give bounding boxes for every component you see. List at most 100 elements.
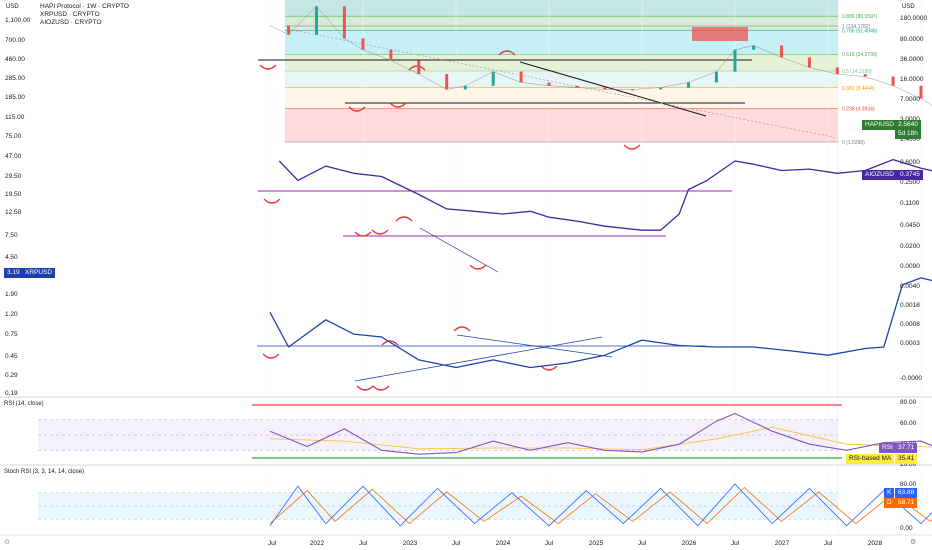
left-axis-tick: 19.50 (5, 191, 22, 198)
pivot-marker (262, 353, 280, 359)
right-axis-tick: 36.0000 (900, 56, 924, 63)
hapi-price-tag: 2.5640 (895, 120, 921, 130)
left-scale-currency: USD (6, 4, 19, 10)
hapi-candle (835, 67, 839, 75)
hapi-candle (445, 74, 449, 90)
time-axis-tick: Jul (824, 540, 833, 547)
rsi-line (269, 412, 932, 455)
right-axis-tick: 1.4000 (900, 136, 920, 143)
left-axis-tick: 4.50 (5, 254, 18, 261)
pivot-marker (372, 385, 390, 391)
rsi-value-tag: 37.71 (895, 443, 918, 453)
hapi-candle (714, 71, 718, 83)
compare-symbol-xrp[interactable]: XRPUSD · CRYPTO (40, 11, 100, 18)
left-axis-tick: 1,100.00 (5, 17, 31, 24)
compare-symbol-aioz[interactable]: AIOZUSD · CRYPTO (40, 19, 102, 26)
time-axis-tick: 2024 (496, 540, 511, 547)
bar-countdown: 5d 18h (895, 129, 921, 139)
pivot-marker (381, 340, 399, 346)
long-trend-line (291, 29, 839, 139)
pivot-marker (395, 216, 413, 222)
hapi-candle (752, 45, 756, 50)
timezone-icon[interactable]: ⊙ (4, 539, 10, 546)
pivot-marker (259, 64, 277, 70)
right-axis-tick: 16.0000 (900, 76, 924, 83)
fib-zone-band (284, 0, 838, 17)
stoch-rsi-pane[interactable] (38, 483, 932, 527)
hapi-candle (491, 71, 495, 86)
time-axis-tick: 2025 (589, 540, 604, 547)
rsi-pane[interactable] (38, 412, 932, 457)
settings-gear-icon[interactable]: ⚙ (910, 539, 917, 546)
pivot-marker (354, 231, 372, 237)
xrp-downtrend-line (456, 334, 613, 358)
fib-level-label: 0.886 (80.5597) (842, 14, 878, 20)
right-axis-tick: -0.0000 (900, 375, 922, 382)
time-axis-tick: Jul (545, 540, 554, 547)
pivot-marker (389, 102, 407, 108)
left-axis-tick: 1.90 (5, 291, 18, 298)
symbol-title[interactable]: HAPI Protocol · 1W · CRYPTO (40, 3, 129, 10)
time-axis-tick: 2022 (310, 540, 325, 547)
target-box (692, 27, 748, 41)
trend-drawings[interactable] (252, 27, 842, 459)
time-axis-tick: 2026 (682, 540, 697, 547)
left-axis-tick: 115.00 (5, 114, 25, 121)
hapi-candle (603, 87, 607, 90)
time-axis-tick: Jul (731, 540, 740, 547)
pivot-marker (408, 65, 426, 71)
pivot-marker (469, 264, 487, 270)
fib-level-label: 0.382 (8.4444) (842, 86, 875, 92)
aioz-downtrend-line (419, 227, 499, 273)
right-axis-tick: 3.0000 (900, 116, 920, 123)
right-axis-tick: 180.0000 (900, 15, 927, 22)
pivot-marker (453, 326, 471, 332)
xrp-uptrend-line (354, 336, 603, 382)
hapi-candle (315, 6, 318, 35)
right-axis-tick: 0.1100 (900, 200, 920, 207)
hapi-candle (863, 74, 867, 77)
stoch-d-label: D (884, 498, 895, 508)
fib-level-label: 0.786 (51.4948) (842, 28, 878, 34)
left-axis-tick: 700.00 (5, 37, 25, 44)
hapi-price-line (269, 6, 932, 106)
hapi-candle (547, 82, 551, 86)
rsi-ma-value-tag: 35.41 (895, 454, 918, 464)
left-axis-tick: 185.00 (5, 94, 25, 101)
hapi-symbol-tag[interactable]: HAPIUSD (862, 120, 897, 130)
left-axis-tick: 0.19 (5, 390, 18, 397)
aioz-line (278, 158, 932, 231)
fib-level-label: 0.618 (24.2799) (842, 52, 878, 58)
rsi-title[interactable]: RSI (14, close) (4, 401, 44, 407)
hapi-candle (807, 57, 811, 68)
hapi-candle (342, 6, 346, 39)
right-axis-tick: 0.0090 (900, 263, 920, 270)
pivot-marker (498, 50, 516, 56)
hapi-candle (287, 25, 291, 35)
hapi-candle (659, 87, 663, 90)
stoch-title[interactable]: Stoch RSI (3, 3, 14, 14, close) (4, 469, 85, 475)
xrp-line (269, 277, 932, 369)
hapi-candle (519, 71, 523, 83)
aioz-symbol-tag[interactable]: AIOZUSD (862, 170, 897, 180)
hapi-candle (417, 60, 421, 75)
xrp-price-tag: 3.19 (4, 268, 23, 278)
fib-retracement-zone[interactable]: 1 (134.1782) 0.886 (80.5597) 0.786 (51.494… (284, 0, 878, 146)
fib-zone-band (284, 108, 838, 142)
stoch-k-value: 63.88 (895, 488, 918, 498)
left-axis-tick: 12.50 (5, 209, 22, 216)
fib-zone-band (284, 30, 838, 55)
left-axis-tick: 29.50 (5, 173, 22, 180)
rsi-axis-tick: 60.00 (900, 420, 917, 427)
hapi-candle (891, 76, 895, 86)
left-axis-tick: 1.20 (5, 311, 18, 318)
pivot-marker (371, 229, 389, 235)
hapi-candle (687, 82, 690, 88)
left-axis-tick: 7.50 (5, 232, 18, 239)
stoch-axis-tick: 80.00 (900, 481, 917, 488)
pivot-marker (348, 106, 366, 112)
xrp-symbol-tag[interactable]: XRPUSD (22, 268, 56, 278)
right-axis-tick: 0.0003 (900, 340, 920, 347)
right-axis-tick: 0.0450 (900, 222, 920, 229)
